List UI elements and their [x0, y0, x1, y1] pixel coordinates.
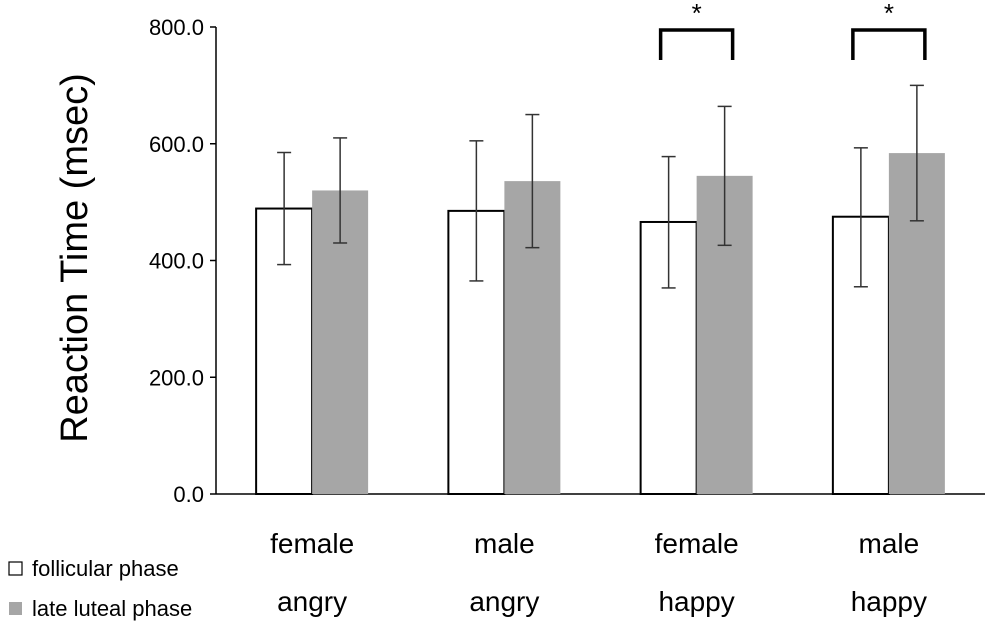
- x-axis-labels: female angry male angry female happy male happy: [270, 528, 927, 617]
- x-category-label: female: [270, 528, 354, 559]
- x-category-label: angry: [277, 586, 347, 617]
- y-tick-label: 800.0: [149, 15, 204, 40]
- significance-bracket: [658, 28, 735, 60]
- error-bars: [277, 84, 924, 289]
- x-category-label: happy: [658, 586, 734, 617]
- significance-star: *: [884, 0, 894, 28]
- x-category-label: happy: [851, 586, 927, 617]
- legend-swatch: [8, 561, 23, 576]
- legend-label: late luteal phase: [32, 596, 192, 621]
- y-tick-label: 600.0: [149, 132, 204, 157]
- x-category-label: female: [655, 528, 739, 559]
- legend-swatch: [9, 602, 22, 615]
- x-category-label: male: [859, 528, 920, 559]
- significance-brackets: * *: [658, 0, 927, 60]
- significance-bracket: [851, 28, 927, 60]
- y-tick-label: 200.0: [149, 365, 204, 390]
- bars: [255, 153, 945, 495]
- x-category-label: male: [474, 528, 535, 559]
- significance-star: *: [692, 0, 702, 28]
- y-tick-label: 0.0: [173, 482, 204, 507]
- legend-label: follicular phase: [32, 556, 179, 581]
- y-tick-label: 400.0: [149, 249, 204, 274]
- axes: 0.0 200.0 400.0 600.0 800.0: [149, 15, 985, 507]
- legend: follicular phase late luteal phase: [8, 556, 192, 621]
- y-axis-label: Reaction Time (msec): [54, 73, 96, 443]
- x-category-label: angry: [469, 586, 539, 617]
